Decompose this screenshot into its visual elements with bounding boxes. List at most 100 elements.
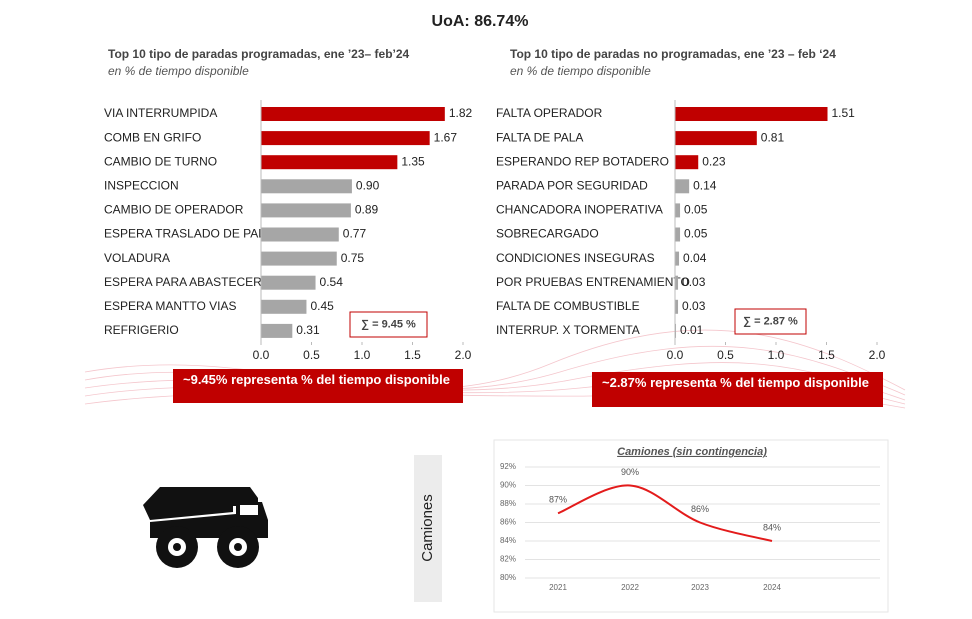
category-label: FALTA DE COMBUSTIBLE — [496, 299, 640, 313]
side-label-box — [414, 455, 442, 602]
category-label: ESPERANDO REP BOTADERO — [496, 154, 669, 168]
category-label: POR PRUEBAS ENTRENAMIENTO — [496, 275, 690, 289]
value-label: 1.51 — [832, 106, 856, 120]
banner: ~9.45% representa % del tiempo disponibl… — [173, 369, 463, 403]
x-tick-label: 1.5 — [818, 348, 835, 362]
x-tick-label: 1.5 — [404, 348, 421, 362]
x-tick-label: 2022 — [621, 583, 639, 592]
category-label: ESPERA PARA ABASTECER — [104, 275, 262, 289]
value-label: 0.77 — [343, 227, 367, 241]
value-label: 1.67 — [434, 130, 458, 144]
value-label: 0.31 — [296, 323, 320, 337]
value-label: 0.75 — [341, 251, 365, 265]
category-label: CONDICIONES INSEGURAS — [496, 251, 655, 265]
bar — [261, 203, 351, 218]
value-label: 0.01 — [680, 323, 704, 337]
bar — [261, 323, 293, 338]
value-label: 0.05 — [684, 227, 708, 241]
bar — [675, 155, 699, 170]
bar — [675, 323, 677, 338]
value-label: 0.81 — [761, 130, 785, 144]
sum-annotation: ∑ = 2.87 % — [743, 315, 798, 327]
value-label: 0.03 — [682, 299, 706, 313]
bar — [261, 299, 307, 314]
bar — [261, 131, 430, 146]
category-label: VOLADURA — [104, 251, 170, 265]
sum-box — [734, 308, 807, 335]
bar — [675, 275, 679, 290]
chart-subtitle: en % de tiempo disponible — [510, 64, 651, 78]
x-tick-label: 2024 — [763, 583, 781, 592]
value-label: 0.90 — [356, 178, 380, 192]
bar — [675, 251, 680, 266]
value-label: 0.54 — [320, 275, 344, 289]
y-tick-label: 90% — [500, 481, 516, 490]
x-tick-label: 0.0 — [667, 348, 684, 362]
category-label: CAMBIO DE OPERADOR — [104, 203, 244, 217]
bar — [261, 179, 352, 194]
x-tick-label: 0.5 — [303, 348, 320, 362]
x-tick-label: 2.0 — [869, 348, 886, 362]
chart-subtitle: en % de tiempo disponible — [108, 64, 249, 78]
value-label: 0.14 — [693, 178, 717, 192]
bar — [261, 275, 316, 290]
bar — [261, 107, 445, 121]
x-tick-label: 2023 — [691, 583, 709, 592]
category-label: INTERRUP. X TORMENTA — [496, 323, 640, 337]
value-label: 87% — [549, 495, 567, 505]
bar — [675, 203, 681, 218]
value-label: 84% — [763, 522, 781, 532]
y-tick-label: 86% — [500, 518, 516, 527]
category-label: ESPERA MANTTO VIAS — [104, 299, 236, 313]
category-label: VIA INTERRUMPIDA — [104, 106, 217, 120]
bar — [675, 131, 757, 146]
y-tick-label: 80% — [500, 573, 516, 582]
value-label: 0.89 — [355, 203, 379, 217]
value-label: 90% — [621, 467, 639, 477]
line — [557, 484, 773, 542]
x-tick-label: 1.0 — [354, 348, 371, 362]
chart-title: Top 10 tipo de paradas no programadas, e… — [510, 47, 836, 61]
category-label: COMB EN GRIFO — [104, 130, 201, 144]
bar — [261, 155, 398, 170]
side-label: Camiones — [419, 494, 436, 562]
category-label: CAMBIO DE TURNO — [104, 154, 217, 168]
category-label: INSPECCION — [104, 178, 179, 192]
x-tick-label: 1.0 — [768, 348, 785, 362]
value-label: 0.03 — [682, 275, 706, 289]
line-chart-frame — [493, 439, 889, 613]
y-tick-label: 82% — [500, 555, 516, 564]
x-tick-label: 2.0 — [455, 348, 472, 362]
sum-box — [349, 311, 428, 338]
bar — [675, 227, 681, 242]
value-label: 0.23 — [702, 154, 726, 168]
category-label: CHANCADORA INOPERATIVA — [496, 203, 663, 217]
y-tick-label: 84% — [500, 536, 516, 545]
value-label: 0.04 — [683, 251, 707, 265]
slide-title: UoA: 86.74% — [432, 13, 529, 30]
chart-title: Top 10 tipo de paradas programadas, ene … — [108, 47, 410, 61]
category-label: REFRIGERIO — [104, 323, 179, 337]
sum-annotation: ∑ = 9.45 % — [361, 318, 416, 330]
bar — [675, 299, 679, 314]
value-label: 0.45 — [310, 299, 334, 313]
bar — [675, 179, 690, 194]
category-label: SOBRECARGADO — [496, 227, 599, 241]
category-label: FALTA OPERADOR — [496, 106, 603, 120]
bar — [261, 227, 339, 242]
value-label: 86% — [691, 504, 709, 514]
value-label: 1.35 — [401, 154, 425, 168]
bar — [675, 107, 828, 121]
truck-icon — [143, 487, 268, 568]
category-label: PARADA POR SEGURIDAD — [496, 178, 648, 192]
category-label: FALTA DE PALA — [496, 130, 583, 144]
y-tick-label: 92% — [500, 462, 516, 471]
category-label: ESPERA TRASLADO DE PALA — [104, 227, 273, 241]
value-label: 0.05 — [684, 203, 708, 217]
value-label: 1.82 — [449, 106, 473, 120]
x-tick-label: 0.5 — [717, 348, 734, 362]
x-tick-label: 2021 — [549, 583, 567, 592]
chart-title: Camiones (sin contingencia) — [617, 446, 767, 458]
